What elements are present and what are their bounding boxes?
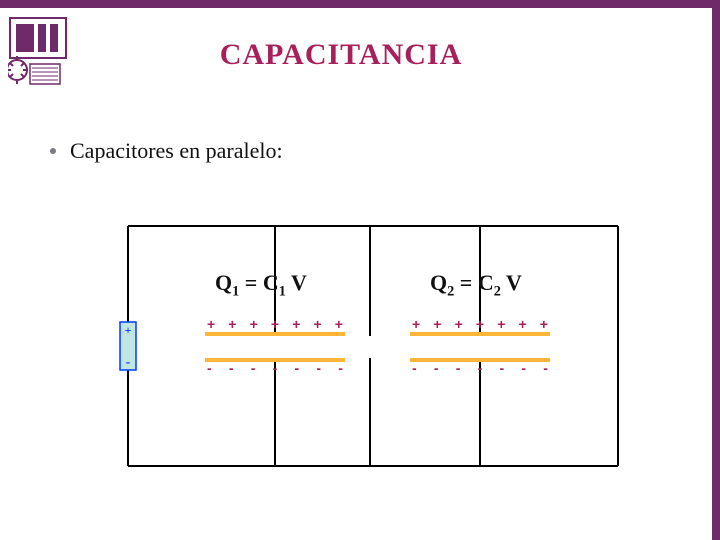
svg-text:+: + bbox=[125, 323, 132, 337]
slide-title: CAPACITANCIA bbox=[0, 38, 682, 72]
capacitor-2-negative-charges: ------- bbox=[412, 360, 548, 376]
circuit-diagram: + - Q1 = C1 V Q2 = C2 V +++++++ ------- +… bbox=[110, 208, 630, 478]
capacitor-1-positive-charges: +++++++ bbox=[207, 316, 343, 332]
bullet-dot-icon bbox=[50, 148, 56, 154]
equation-q1: Q1 = C1 V bbox=[215, 270, 307, 300]
capacitor-2-positive-charges: +++++++ bbox=[412, 316, 548, 332]
svg-text:-: - bbox=[126, 355, 131, 370]
equation-q2: Q2 = C2 V bbox=[430, 270, 522, 300]
bullet-text: Capacitores en paralelo: bbox=[70, 138, 283, 164]
bullet: Capacitores en paralelo: bbox=[50, 138, 283, 164]
capacitor-1-negative-charges: ------- bbox=[207, 360, 343, 376]
slide: CAPACITANCIA Capacitores en paralelo: + -… bbox=[0, 0, 720, 540]
